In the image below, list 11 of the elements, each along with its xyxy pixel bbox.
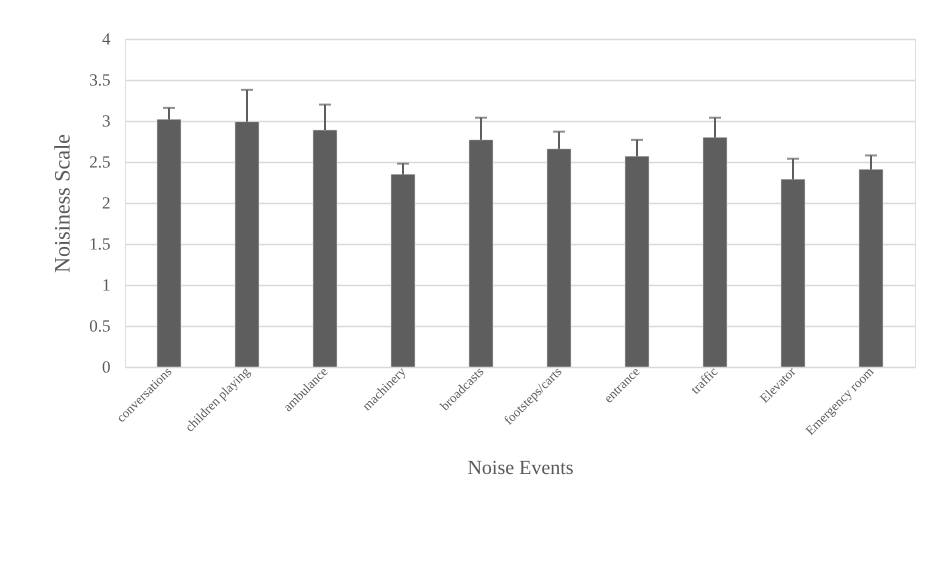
y-tick-label: 1.5 <box>89 234 110 254</box>
x-axis-title: Noise Events <box>467 456 574 479</box>
y-tick-label: 3.5 <box>89 70 110 90</box>
y-tick-label: 4 <box>102 30 111 48</box>
y-axis-title: Noisiness Scale <box>49 134 74 273</box>
y-tick-label: 2.5 <box>89 152 110 172</box>
y-tick-label: 1 <box>102 276 110 294</box>
y-tick-label: 0.5 <box>89 316 110 336</box>
y-tick-label: 0 <box>102 358 110 376</box>
y-tick-label: 2 <box>102 194 110 212</box>
y-tick-label: 3 <box>102 112 110 130</box>
